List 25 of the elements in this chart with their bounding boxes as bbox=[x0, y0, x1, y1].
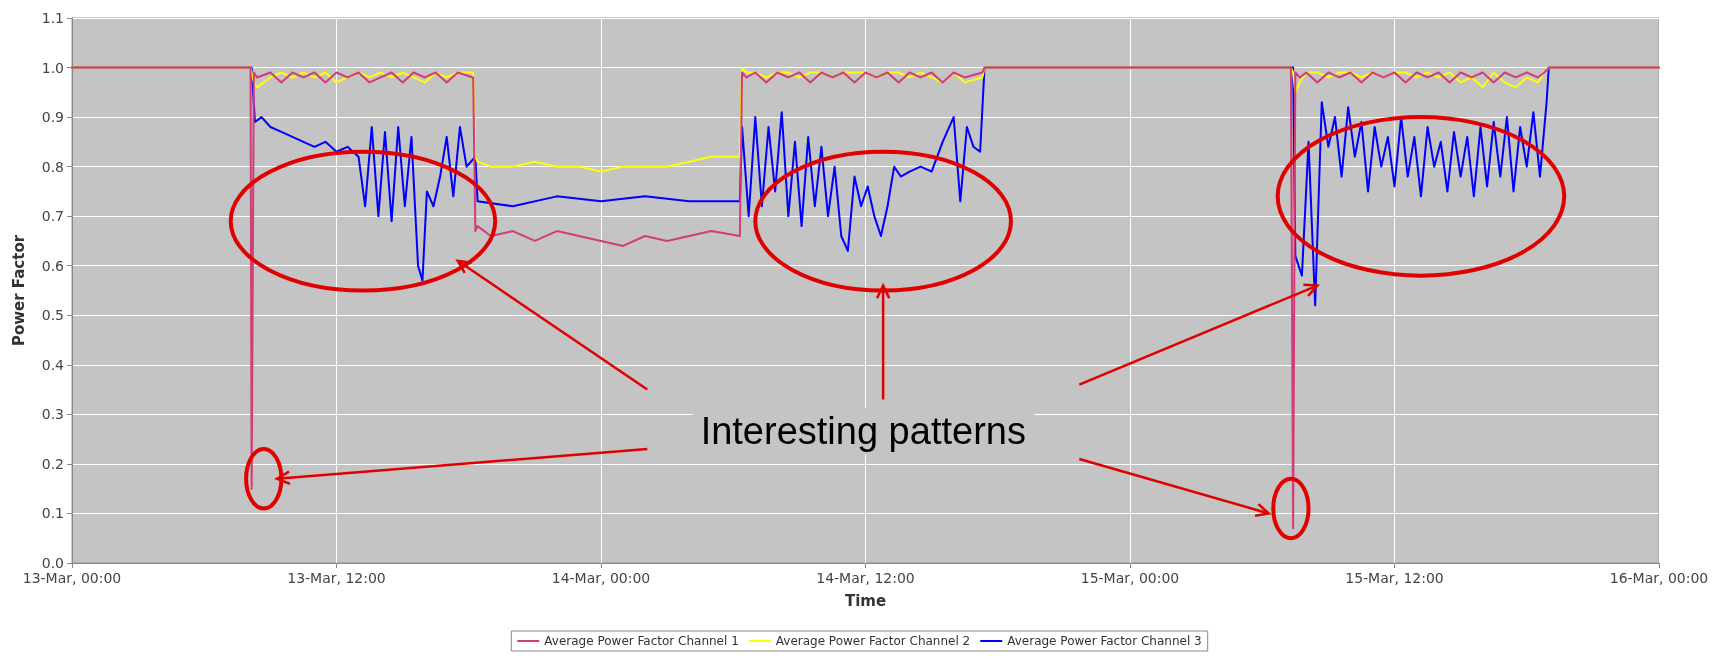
y-tick-label: 0.5 bbox=[41, 307, 64, 324]
y-tick-label: 0.3 bbox=[41, 406, 64, 423]
x-tick-label: 13-Mar, 00:00 bbox=[22, 570, 122, 586]
legend-label: Average Power Factor Channel 3 bbox=[1007, 634, 1202, 648]
x-tick-label: 13-Mar, 12:00 bbox=[287, 570, 386, 586]
x-tick-label: 14-Mar, 12:00 bbox=[816, 570, 915, 586]
y-tick-label: 0.6 bbox=[41, 257, 65, 274]
x-axis-title: Time bbox=[844, 591, 887, 610]
legend-label: Average Power Factor Channel 1 bbox=[544, 634, 739, 648]
y-tick-label: 1.1 bbox=[41, 10, 64, 26]
y-tick-label: 0.4 bbox=[41, 356, 65, 373]
y-axis-title: Power Factor bbox=[9, 234, 28, 347]
y-tick-label: 0.9 bbox=[41, 109, 64, 126]
x-tick-label: 15-Mar, 12:00 bbox=[1345, 570, 1444, 586]
annotation: Interesting patterns bbox=[700, 410, 1026, 453]
y-tick-label: 0.7 bbox=[41, 208, 64, 225]
y-tick-label: 0.2 bbox=[41, 455, 64, 472]
y-tick-label: 0.1 bbox=[41, 505, 64, 522]
x-tick-label: 16-Mar, 00:00 bbox=[1609, 570, 1709, 586]
x-tick-label: 14-Mar, 00:00 bbox=[551, 570, 651, 586]
y-tick-label: 0.0 bbox=[41, 555, 64, 571]
y-tick-label: 1.0 bbox=[41, 59, 64, 76]
legend-label: Average Power Factor Channel 2 bbox=[775, 634, 971, 648]
x-tick-label: 15-Mar, 00:00 bbox=[1080, 570, 1180, 586]
y-tick-label: 0.8 bbox=[41, 158, 64, 175]
